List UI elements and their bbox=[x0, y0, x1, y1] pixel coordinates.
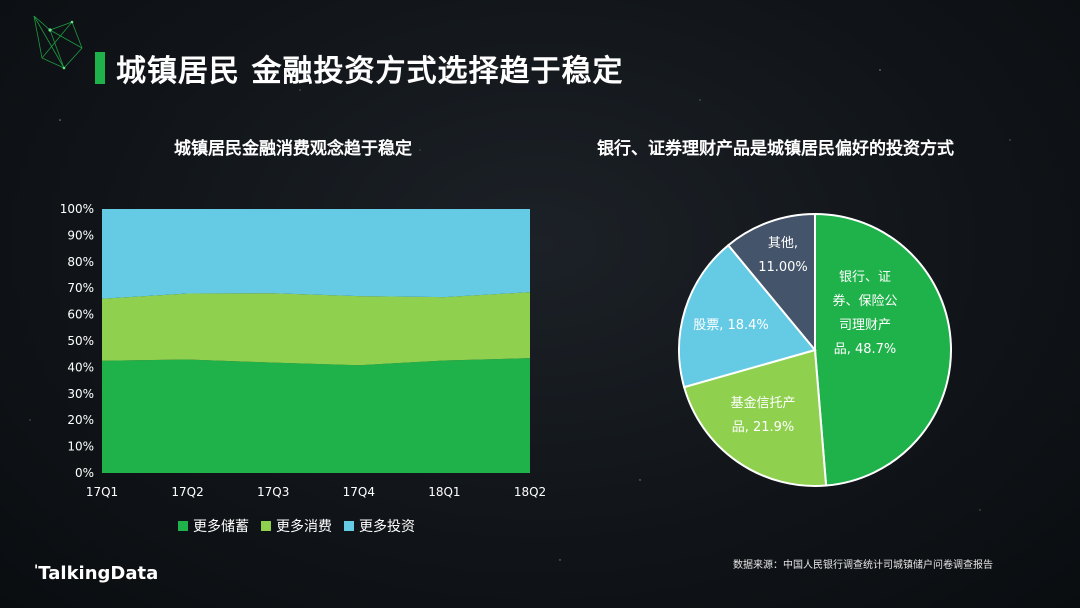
legend-label: 更多消费 bbox=[276, 519, 332, 535]
y-tick-label: 80% bbox=[67, 255, 94, 269]
pie-slice-label: 基金信托产品, 21.9% bbox=[730, 395, 795, 435]
network-logo-icon bbox=[33, 15, 83, 70]
x-tick-label: 17Q2 bbox=[171, 485, 203, 499]
x-tick-label: 18Q1 bbox=[428, 485, 460, 499]
pie-slice-4 bbox=[726, 212, 816, 353]
legend-label: 更多投资 bbox=[359, 519, 415, 535]
legend-label: 更多储蓄 bbox=[193, 519, 249, 535]
brand-logo: 'TalkingData bbox=[34, 563, 159, 584]
page-title: 城镇居民 金融投资方式选择趋于稳定 bbox=[116, 54, 624, 89]
y-tick-label: 60% bbox=[67, 308, 94, 322]
pie-chart-title: 银行、证券理财产品是城镇居民偏好的投资方式 bbox=[597, 139, 954, 159]
y-tick-label: 50% bbox=[67, 334, 94, 348]
stacked-area-chart: 0% 10% 20% 30% 40% 50% 60% 70% 80% 90% 100% 17Q1 17Q… bbox=[60, 202, 546, 499]
pie-slice-label: 其他, 11.00% bbox=[758, 236, 808, 275]
data-source-note: 数据来源：中国人民银行调查统计司城镇储户问卷调查报告 bbox=[733, 560, 993, 571]
y-tick-label: 70% bbox=[67, 281, 94, 295]
legend-item: 更多消费 bbox=[261, 516, 332, 536]
y-tick-label: 90% bbox=[67, 228, 94, 242]
pie-slice-2 bbox=[682, 348, 828, 487]
y-tick-label: 100% bbox=[60, 202, 94, 216]
pie-slice-label: 银行、证券、保险公司理财产品, 48.7% bbox=[832, 270, 897, 357]
y-tick-label: 0% bbox=[75, 466, 94, 480]
area-chart-legend: 更多储蓄 更多消费 更多投资 bbox=[178, 516, 415, 536]
x-tick-label: 17Q1 bbox=[86, 485, 118, 499]
title-accent-bar bbox=[95, 52, 105, 84]
legend-item: 更多投资 bbox=[344, 516, 415, 536]
x-tick-label: 17Q3 bbox=[257, 485, 289, 499]
legend-item: 更多储蓄 bbox=[178, 516, 249, 536]
legend-swatch bbox=[344, 521, 354, 531]
x-tick-label: 17Q4 bbox=[343, 485, 375, 499]
legend-swatch bbox=[261, 521, 271, 531]
y-tick-label: 30% bbox=[67, 387, 94, 401]
area-series-3 bbox=[102, 209, 530, 299]
area-series-1 bbox=[102, 358, 530, 473]
area-chart-title: 城镇居民金融消费观念趋于稳定 bbox=[174, 139, 412, 159]
pie-slice-3 bbox=[678, 243, 817, 389]
y-tick-label: 20% bbox=[67, 413, 94, 427]
pie-slice-1 bbox=[814, 212, 953, 487]
area-series-2 bbox=[102, 292, 530, 366]
y-tick-label: 10% bbox=[67, 440, 94, 454]
pie-chart: 银行、证券、保险公司理财产品, 48.7% 基金信托产品, 21.9% 股票, 18… bbox=[678, 212, 953, 487]
legend-swatch bbox=[178, 521, 188, 531]
y-tick-label: 40% bbox=[67, 360, 94, 374]
pie-slice-label: 股票, 18.4% bbox=[693, 318, 769, 333]
x-tick-label: 18Q2 bbox=[514, 485, 546, 499]
